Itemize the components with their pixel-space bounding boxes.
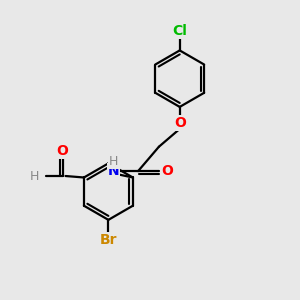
Text: O: O xyxy=(57,144,68,158)
Text: O: O xyxy=(161,164,173,178)
Text: H: H xyxy=(109,155,118,168)
Text: Br: Br xyxy=(100,233,117,247)
Text: H: H xyxy=(30,169,40,182)
Text: Cl: Cl xyxy=(172,23,187,38)
Text: N: N xyxy=(108,164,119,178)
Text: O: O xyxy=(174,116,186,130)
